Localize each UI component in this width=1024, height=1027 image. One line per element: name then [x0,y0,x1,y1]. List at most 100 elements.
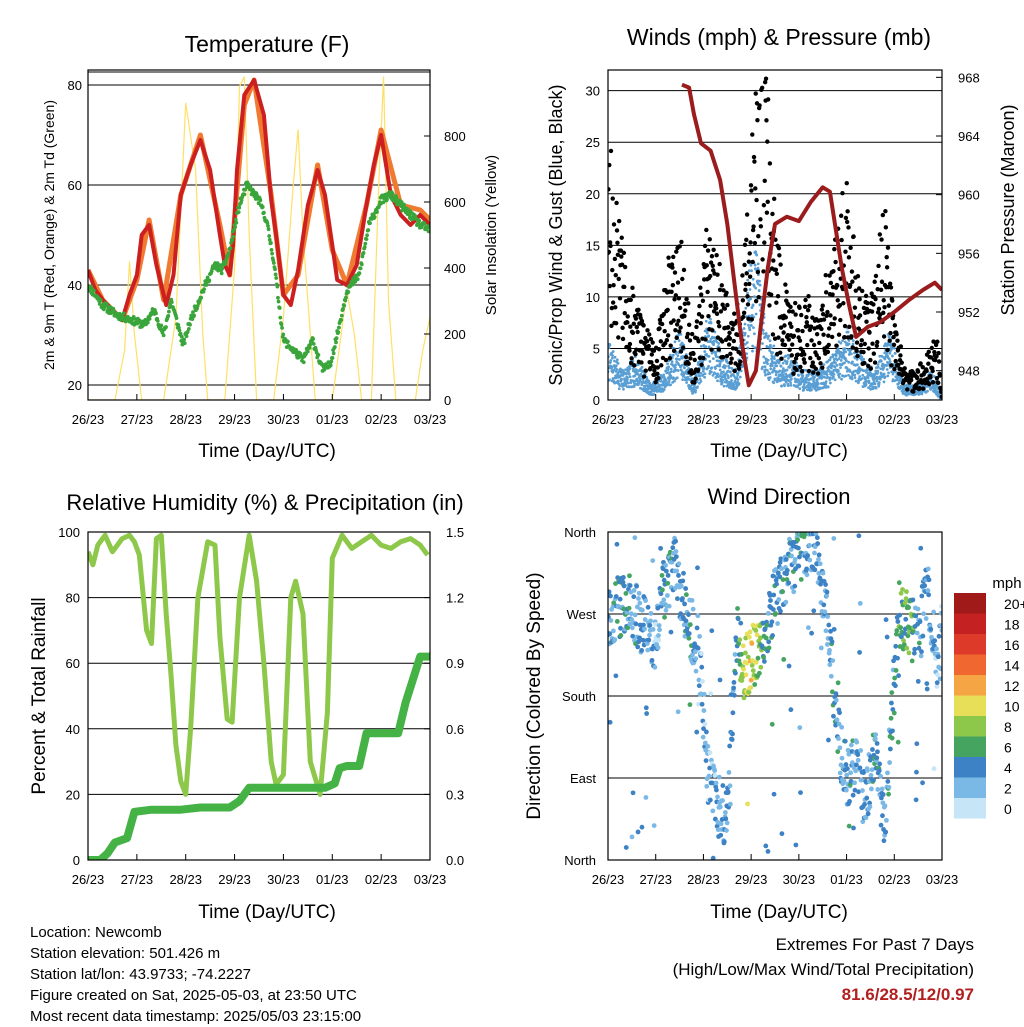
gust-point [695,367,701,373]
direction-point [647,622,653,628]
direction-point [934,646,939,652]
temperature-gridlines [88,71,430,386]
dewpoint-point [334,336,339,341]
temperature-xtick-label: 01/23 [316,412,349,427]
temperature-ytick-label: 40 [68,278,82,293]
direction-point [805,553,811,558]
wind-point [698,374,702,378]
direction-point [737,637,743,643]
wind-point [752,332,756,336]
gust-point [806,368,812,374]
wind-point [789,381,793,385]
wind-point [673,366,677,369]
gust-point [828,313,833,318]
direction-point [608,631,613,637]
gust-point [750,132,755,137]
gust-point [799,312,804,318]
direction-point [715,827,721,833]
gust-point [807,303,812,309]
wind-point [737,382,741,386]
wind-point [696,385,699,389]
wind-point [751,349,754,353]
direction-point [804,572,810,578]
direction-panel: Wind Direction NorthEastSouthWestNorth26… [524,484,1024,923]
direction-point [650,558,656,563]
direction-point [646,637,652,643]
wind-ytick-label: 5 [593,341,600,356]
direction-point [656,637,662,643]
gust-point [736,366,742,371]
dewpoint-point [159,323,164,328]
direction-point [846,823,852,829]
gust-point [885,245,891,250]
gust-point [761,269,766,274]
gust-point [703,337,708,342]
direction-point [745,801,750,807]
gust-point [789,353,794,358]
wind-point [748,288,752,291]
direction-point [891,710,897,716]
dewpoint-point [301,360,306,365]
direction-point [642,617,648,622]
wind-point [675,376,679,380]
direction-point [887,746,893,752]
legend-label: 10 [1004,699,1020,715]
gust-point [879,279,885,284]
gust-point [771,196,777,201]
direction-point [627,573,632,579]
gust-point [905,387,910,392]
legend-swatch [954,777,986,798]
wind-point [726,374,730,377]
wind-point [709,321,713,325]
wind-point [716,372,720,376]
direction-point [857,650,862,655]
direction-point [626,605,632,611]
wind-point [778,369,782,373]
gust-point [875,286,880,292]
wind-point [698,377,702,381]
direction-point [882,803,888,809]
wind-point [841,339,844,343]
direction-point [748,677,754,683]
wind-point [611,350,615,353]
legend-swatch [954,675,986,696]
wind-point [694,374,698,378]
direction-point [893,643,899,649]
gust-point [717,287,723,292]
direction-point [735,606,740,611]
wind-point [762,361,766,365]
wind-point [926,389,929,393]
direction-point [865,811,871,817]
dewpoint-point [265,221,270,226]
direction-point [824,593,830,598]
direction-point [889,690,895,695]
wind-point [761,328,765,332]
wind-point [712,339,716,343]
gust-point [884,265,890,270]
humidity-ytick-label: 20 [66,787,80,802]
direction-point [839,724,845,730]
dewpoint-point [188,322,192,327]
direction-point [661,577,667,583]
direction-point [736,641,742,646]
gust-point [705,248,711,253]
direction-point [735,616,741,622]
wind-point [874,386,878,390]
direction-point [812,567,818,573]
wind-point [758,279,761,283]
wind-point [687,367,691,370]
gust-point [744,237,749,243]
gust-point [730,326,735,332]
direction-point [659,587,665,593]
wind-point [753,295,756,299]
wind-point [615,368,619,371]
wind-point [762,355,766,359]
wind-point [775,364,779,368]
direction-point [774,581,779,587]
gust-point [796,328,801,333]
direction-point [723,816,729,822]
wind-point [736,373,740,377]
gust-point [655,371,660,376]
direction-point [758,635,763,641]
wind-point [851,339,855,343]
